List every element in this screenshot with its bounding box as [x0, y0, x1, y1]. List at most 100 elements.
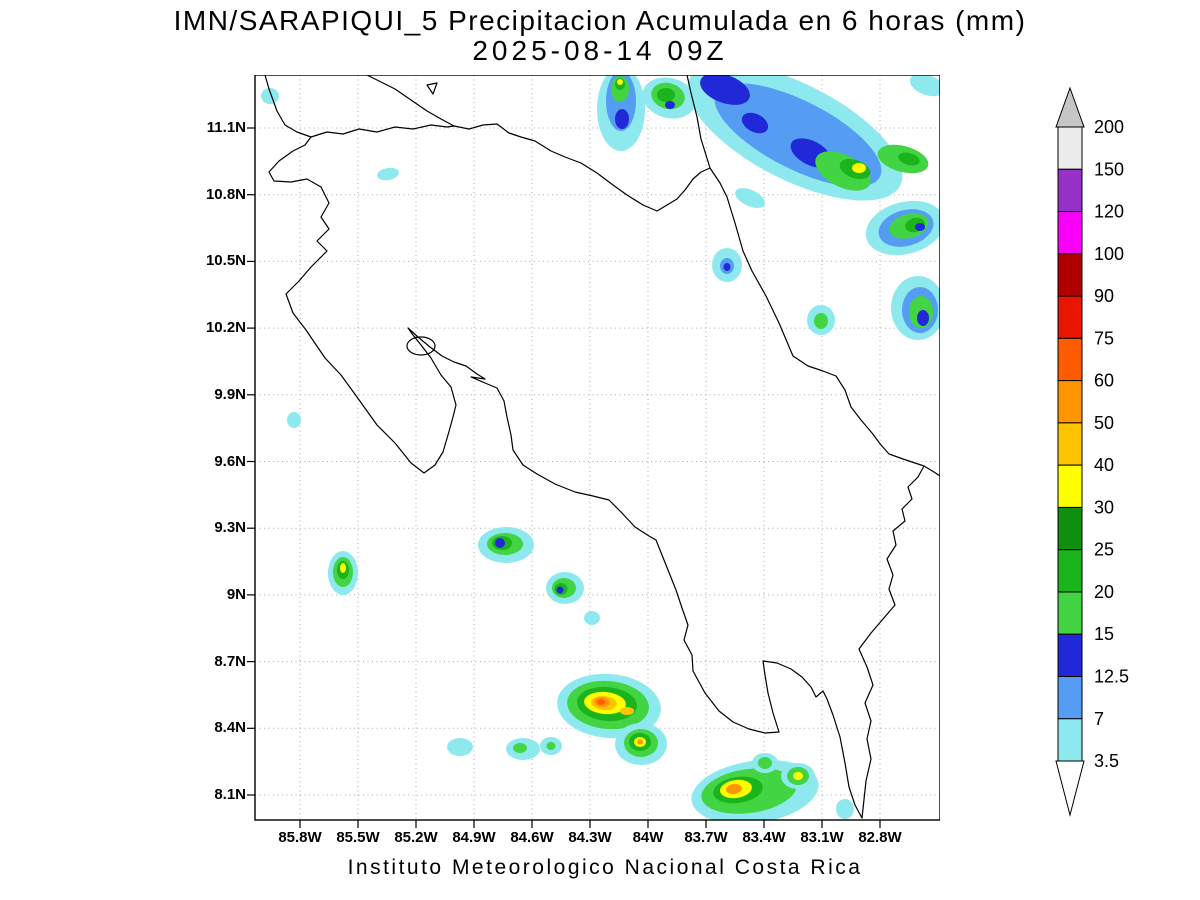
- coastline-path: [686, 75, 940, 477]
- colorbar-segment: [1057, 168, 1083, 213]
- precip-cell: [447, 738, 473, 756]
- colorbar-tick-label: 12.5: [1094, 667, 1129, 687]
- lon-tick-label: 85.8W: [278, 829, 322, 846]
- coastline-path: [858, 465, 925, 819]
- colorbar-tick-label: 75: [1094, 328, 1114, 348]
- coastline-path: [406, 336, 436, 356]
- colorbar-tick-label: 200: [1094, 117, 1124, 137]
- colorbar-segment: [1057, 591, 1083, 635]
- precip-cell: [495, 538, 505, 548]
- precip-cell: [915, 223, 925, 231]
- lon-tick-label: 83.7W: [684, 829, 728, 846]
- lat-tick-label: 10.5N: [205, 252, 246, 270]
- precip-cell: [735, 188, 765, 208]
- lat-tick-label: 9.6N: [214, 452, 246, 470]
- lon-tick-label: 85.5W: [336, 829, 380, 846]
- colorbar-segment: [1057, 549, 1083, 593]
- lat-tick-label: 8.1N: [214, 786, 246, 803]
- precip-cell: [597, 699, 605, 705]
- precip-cell: [617, 79, 623, 85]
- precip-cell: [637, 739, 643, 745]
- colorbar-segment: [1057, 676, 1083, 720]
- colorbar-tick-label: 100: [1094, 244, 1124, 264]
- lon-tick-label: 82.8W: [858, 829, 902, 846]
- precip-cell: [261, 88, 279, 104]
- precip-cell: [513, 743, 527, 753]
- colorbar-segment: [1057, 295, 1083, 339]
- colorbar-tick-label: 7: [1094, 709, 1104, 729]
- colorbar-tick-label: 90: [1094, 286, 1114, 306]
- precip-cell: [917, 310, 929, 326]
- colorbar-arrow-bottom: [1055, 760, 1085, 818]
- colorbar-segment: [1057, 253, 1083, 297]
- lon-tick-label: 83.4W: [742, 829, 786, 846]
- costa-rica-precip-map: [247, 75, 940, 828]
- precip-cell: [723, 263, 731, 271]
- precip-cell: [758, 757, 772, 769]
- colorbar-segment: [1057, 422, 1083, 466]
- lat-tick-label: 8.7N: [214, 652, 246, 670]
- colorbar-segment: [1057, 633, 1083, 678]
- precip-cell: [546, 742, 556, 750]
- precip-cell: [377, 167, 399, 181]
- lat-tick-label: 9.3N: [214, 519, 246, 537]
- colorbar-tick-label: 15: [1094, 624, 1114, 644]
- colorbar-tick-label: 3.5: [1094, 751, 1119, 771]
- coastlines: [264, 75, 940, 819]
- precip-cell: [584, 611, 600, 625]
- colorbar-segment: [1057, 464, 1083, 508]
- precip-cell: [814, 313, 828, 329]
- lon-tick-label: 84.9W: [452, 829, 496, 846]
- lat-tick-label: 8.4N: [214, 719, 246, 737]
- source-caption: Instituto Meteorologico Nacional Costa R…: [347, 856, 863, 879]
- precip-cell: [340, 563, 346, 573]
- precip-cell: [898, 152, 920, 166]
- lon-tick-label: 85.2W: [394, 829, 438, 846]
- precip-cell: [615, 109, 629, 129]
- colorbar-tick-label: 50: [1094, 413, 1114, 433]
- colorbar-tick-label: 20: [1094, 582, 1114, 602]
- colorbar-segment: [1057, 718, 1083, 762]
- precip-cell: [620, 707, 634, 715]
- precip-shading: [261, 75, 940, 820]
- lon-tick-label: 83.1W: [800, 829, 844, 846]
- colorbar-segment: [1057, 126, 1083, 170]
- colorbar-tick-label: 120: [1094, 202, 1124, 222]
- lat-tick-label: 9N: [226, 585, 246, 603]
- coastline-path: [264, 75, 863, 819]
- coastline-path: [366, 75, 455, 127]
- colorbar-segment: [1057, 380, 1083, 424]
- colorbar-tick-label: 30: [1094, 497, 1114, 517]
- colorbar-tick-label: 25: [1094, 540, 1114, 560]
- colorbar: 200 150 120 100 90 75 60 50 40 30 25 20 15 12.5 7 3.5: [1055, 86, 1129, 818]
- coastline-path: [310, 123, 711, 212]
- precip-cell: [556, 586, 564, 594]
- colorbar-segment: [1057, 211, 1083, 255]
- lat-tick-label: 9.9N: [214, 385, 246, 403]
- precip-cell: [665, 101, 675, 109]
- precip-cell: [852, 163, 866, 173]
- lat-tick-label: 10.2N: [205, 319, 246, 337]
- precip-cell: [726, 783, 742, 795]
- precip-cell: [793, 772, 803, 780]
- lon-tick-label: 84W: [632, 829, 664, 846]
- precip-cell: [287, 412, 301, 428]
- precip-cell: [657, 88, 675, 102]
- lon-tick-label: 84.6W: [510, 829, 554, 846]
- valid-time-subtitle: 2025-08-14 09Z: [472, 35, 728, 66]
- colorbar-tick-label: 60: [1094, 371, 1114, 391]
- colorbar-tick-label: 40: [1094, 455, 1114, 475]
- precip-cell: [836, 799, 854, 819]
- colorbar-tick-label: 150: [1094, 159, 1124, 179]
- map-frame: [254, 75, 940, 821]
- axis-ticks: [247, 127, 881, 828]
- precip-cell: [909, 75, 940, 97]
- precip-cell: [741, 112, 769, 134]
- colorbar-arrow-top: [1055, 86, 1085, 128]
- lat-tick-label: 11.1N: [206, 119, 246, 136]
- lon-tick-label: 84.3W: [568, 829, 612, 846]
- page-title: IMN/SARAPIQUI_5 Precipitacion Acumulada …: [173, 5, 1027, 36]
- precip-cell: [700, 75, 750, 105]
- colorbar-segment: [1057, 506, 1083, 551]
